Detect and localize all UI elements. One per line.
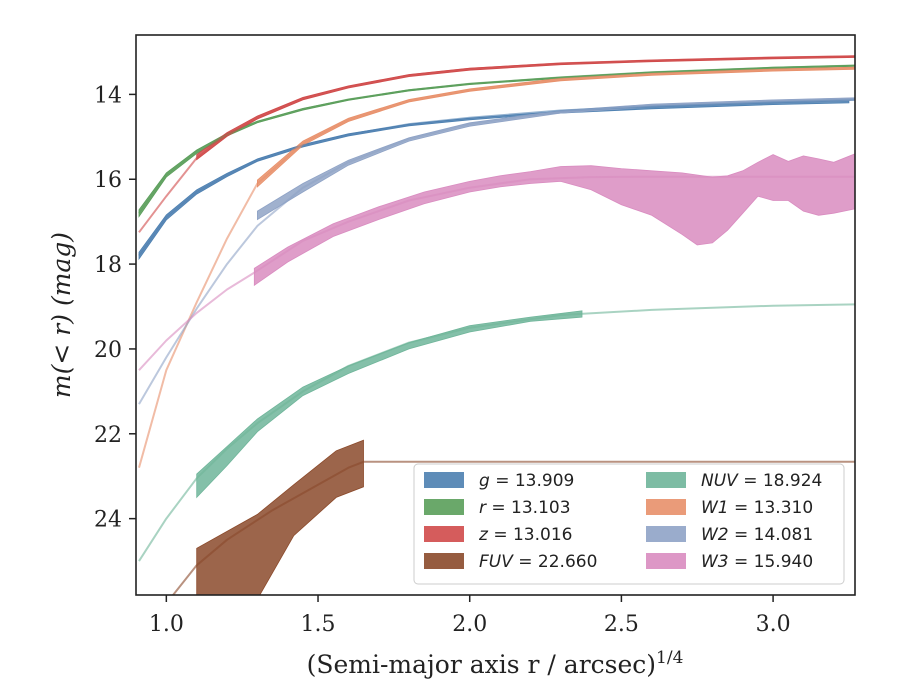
legend-swatch-fuv	[424, 553, 464, 569]
legend-band-value: = 13.310	[729, 498, 814, 518]
legend-swatch-w2	[646, 526, 686, 542]
ticks-layer: 1.0 1.5 2.0 2.5 3.0 14 16 18 20 22 24	[94, 83, 791, 637]
series-line-nuv	[138, 303, 855, 562]
series-band-w3	[253, 153, 855, 287]
x-tick-label: 1.0	[149, 612, 184, 637]
y-tick-label: 22	[94, 423, 122, 448]
y-axis-label: m(< r) (mag)	[47, 232, 76, 398]
legend-band-value: = 22.660	[513, 552, 598, 572]
legend-band-value: = 13.909	[490, 471, 575, 491]
legend-label-z: z = 13.016	[478, 525, 572, 545]
legend-band-name: r	[479, 498, 487, 518]
series-line-w2	[138, 97, 855, 405]
series-line-z	[138, 55, 855, 233]
y-tick-label: 18	[94, 253, 122, 278]
series-band-g	[138, 100, 850, 261]
series-line-r	[138, 64, 855, 214]
legend-swatch-w3	[646, 553, 686, 569]
x-tick-label: 2.5	[604, 612, 639, 637]
legend-band-name: W1	[701, 498, 729, 518]
legend-label-nuv: NUV = 18.924	[701, 471, 822, 491]
x-axis-label-text: (Semi-major axis r / arcsec)	[307, 650, 656, 679]
legend-swatch-nuv	[646, 472, 686, 488]
y-tick-label: 16	[94, 168, 122, 193]
series-band-w2	[256, 97, 855, 221]
series-line-w1	[138, 67, 855, 468]
legend-swatch-g	[424, 472, 464, 488]
legend-band-name: FUV	[479, 552, 514, 572]
legend-band-name: NUV	[701, 471, 739, 491]
legend-band-name: W3	[701, 552, 729, 572]
series-line-g	[138, 98, 855, 257]
y-tick-label: 20	[94, 338, 122, 363]
x-tick-label: 1.5	[301, 612, 336, 637]
legend-band-name: z	[478, 525, 489, 545]
legend-band-name: W2	[701, 525, 729, 545]
plot-frame	[135, 34, 856, 596]
x-axis-label: (Semi-major axis r / arcsec)1/4	[307, 648, 684, 679]
series-band-w1	[256, 66, 855, 188]
y-tick-label: 14	[94, 83, 122, 108]
legend-label-g: g = 13.909	[479, 471, 574, 491]
x-tick-label: 3.0	[756, 612, 791, 637]
y-tick-label: 24	[94, 508, 122, 533]
x-tick-label: 2.0	[452, 612, 487, 637]
series-line-w3	[138, 175, 855, 371]
legend-band-value: = 13.103	[486, 498, 571, 518]
legend-label-w3: W3 = 15.940	[701, 552, 813, 572]
legend-label-w1: W1 = 13.310	[701, 498, 813, 518]
legend-swatch-w1	[646, 499, 686, 515]
legend-frame	[413, 463, 845, 585]
legend-band-value: = 14.081	[729, 525, 814, 545]
series-layer	[138, 55, 855, 595]
series-line-fuv	[171, 460, 855, 595]
series-band-fuv	[196, 439, 364, 595]
legend-label-fuv: FUV = 22.660	[479, 552, 597, 572]
legend-band-name: g	[479, 471, 490, 491]
legend-swatch-z	[424, 526, 464, 542]
x-axis-label-exponent: 1/4	[656, 648, 683, 668]
legend-label-w2: W2 = 14.081	[701, 525, 813, 545]
series-band-nuv	[196, 310, 583, 499]
legend-label-r: r = 13.103	[479, 498, 571, 518]
legend-band-value: = 18.924	[738, 471, 823, 491]
legend-band-value: = 15.940	[729, 552, 814, 572]
legend-swatch-r	[424, 499, 464, 515]
legend-band-value: = 13.016	[488, 525, 573, 545]
